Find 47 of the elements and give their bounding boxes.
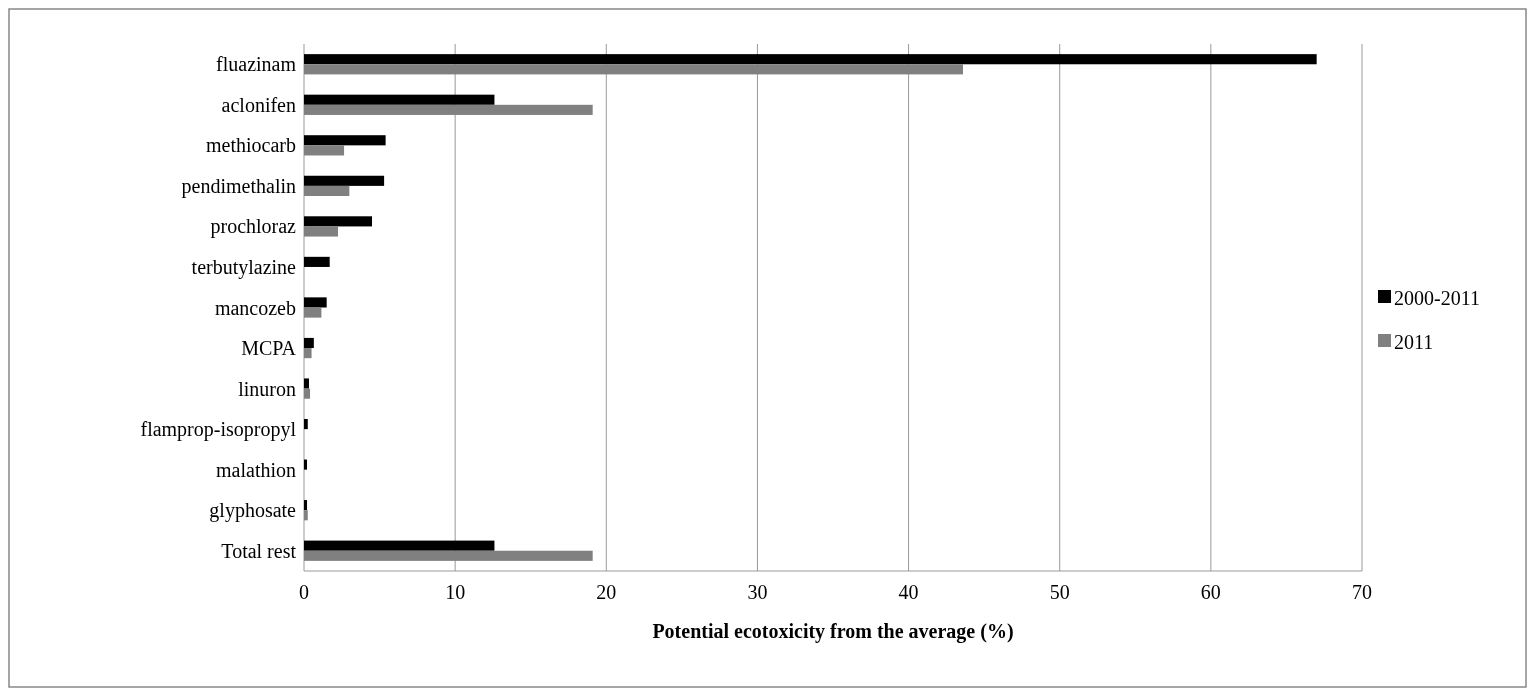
bar [304,307,322,318]
bar [304,64,963,75]
y-tick-label: methiocarb [206,134,296,157]
x-axis-title: Potential ecotoxicity from the average (%) [652,620,1014,643]
y-tick-label: Total rest [221,539,297,562]
x-tick-label: 50 [1049,581,1070,603]
bar [304,145,345,156]
x-tick-label: 30 [747,581,768,603]
y-tick-label: malathion [216,458,296,481]
x-tick-label: 0 [299,581,309,603]
y-tick-label: glyphosate [209,499,297,523]
bar [304,297,327,308]
bar [304,94,495,105]
y-tick-label: aclonifen [221,93,296,116]
bar [304,135,386,146]
y-tick-label: flamprop-isopropyl [140,418,297,442]
x-tick-label: 10 [445,581,466,603]
y-tick-label: linuron [238,377,296,400]
legend-label: 2011 [1394,331,1434,353]
bar [304,510,308,521]
bar [304,104,593,115]
bar [304,216,373,227]
legend-label: 2000-2011 [1394,287,1480,309]
bar [304,54,1317,65]
x-tick-label: 60 [1200,581,1221,603]
bar [304,185,350,197]
bar [304,459,308,470]
x-tick-label: 40 [898,581,919,603]
bar [304,418,308,430]
bar [304,378,309,389]
x-tick-label: 70 [1352,581,1372,603]
bar [304,256,330,267]
bar [304,550,593,561]
y-tick-label: terbutylazine [191,255,297,279]
bar [304,500,308,511]
y-tick-label: pendimethalin [181,174,296,198]
y-tick-label: MCPA [241,337,297,360]
y-tick-label: mancozeb [214,296,296,319]
bar [304,388,311,399]
bar [304,337,314,349]
y-tick-label: prochloraz [210,215,297,239]
bar [304,348,312,359]
x-tick-label: 20 [596,581,617,603]
y-tick-label: fluazinam [216,53,297,76]
bar [304,175,385,186]
bar [304,540,495,551]
bar [304,226,339,237]
